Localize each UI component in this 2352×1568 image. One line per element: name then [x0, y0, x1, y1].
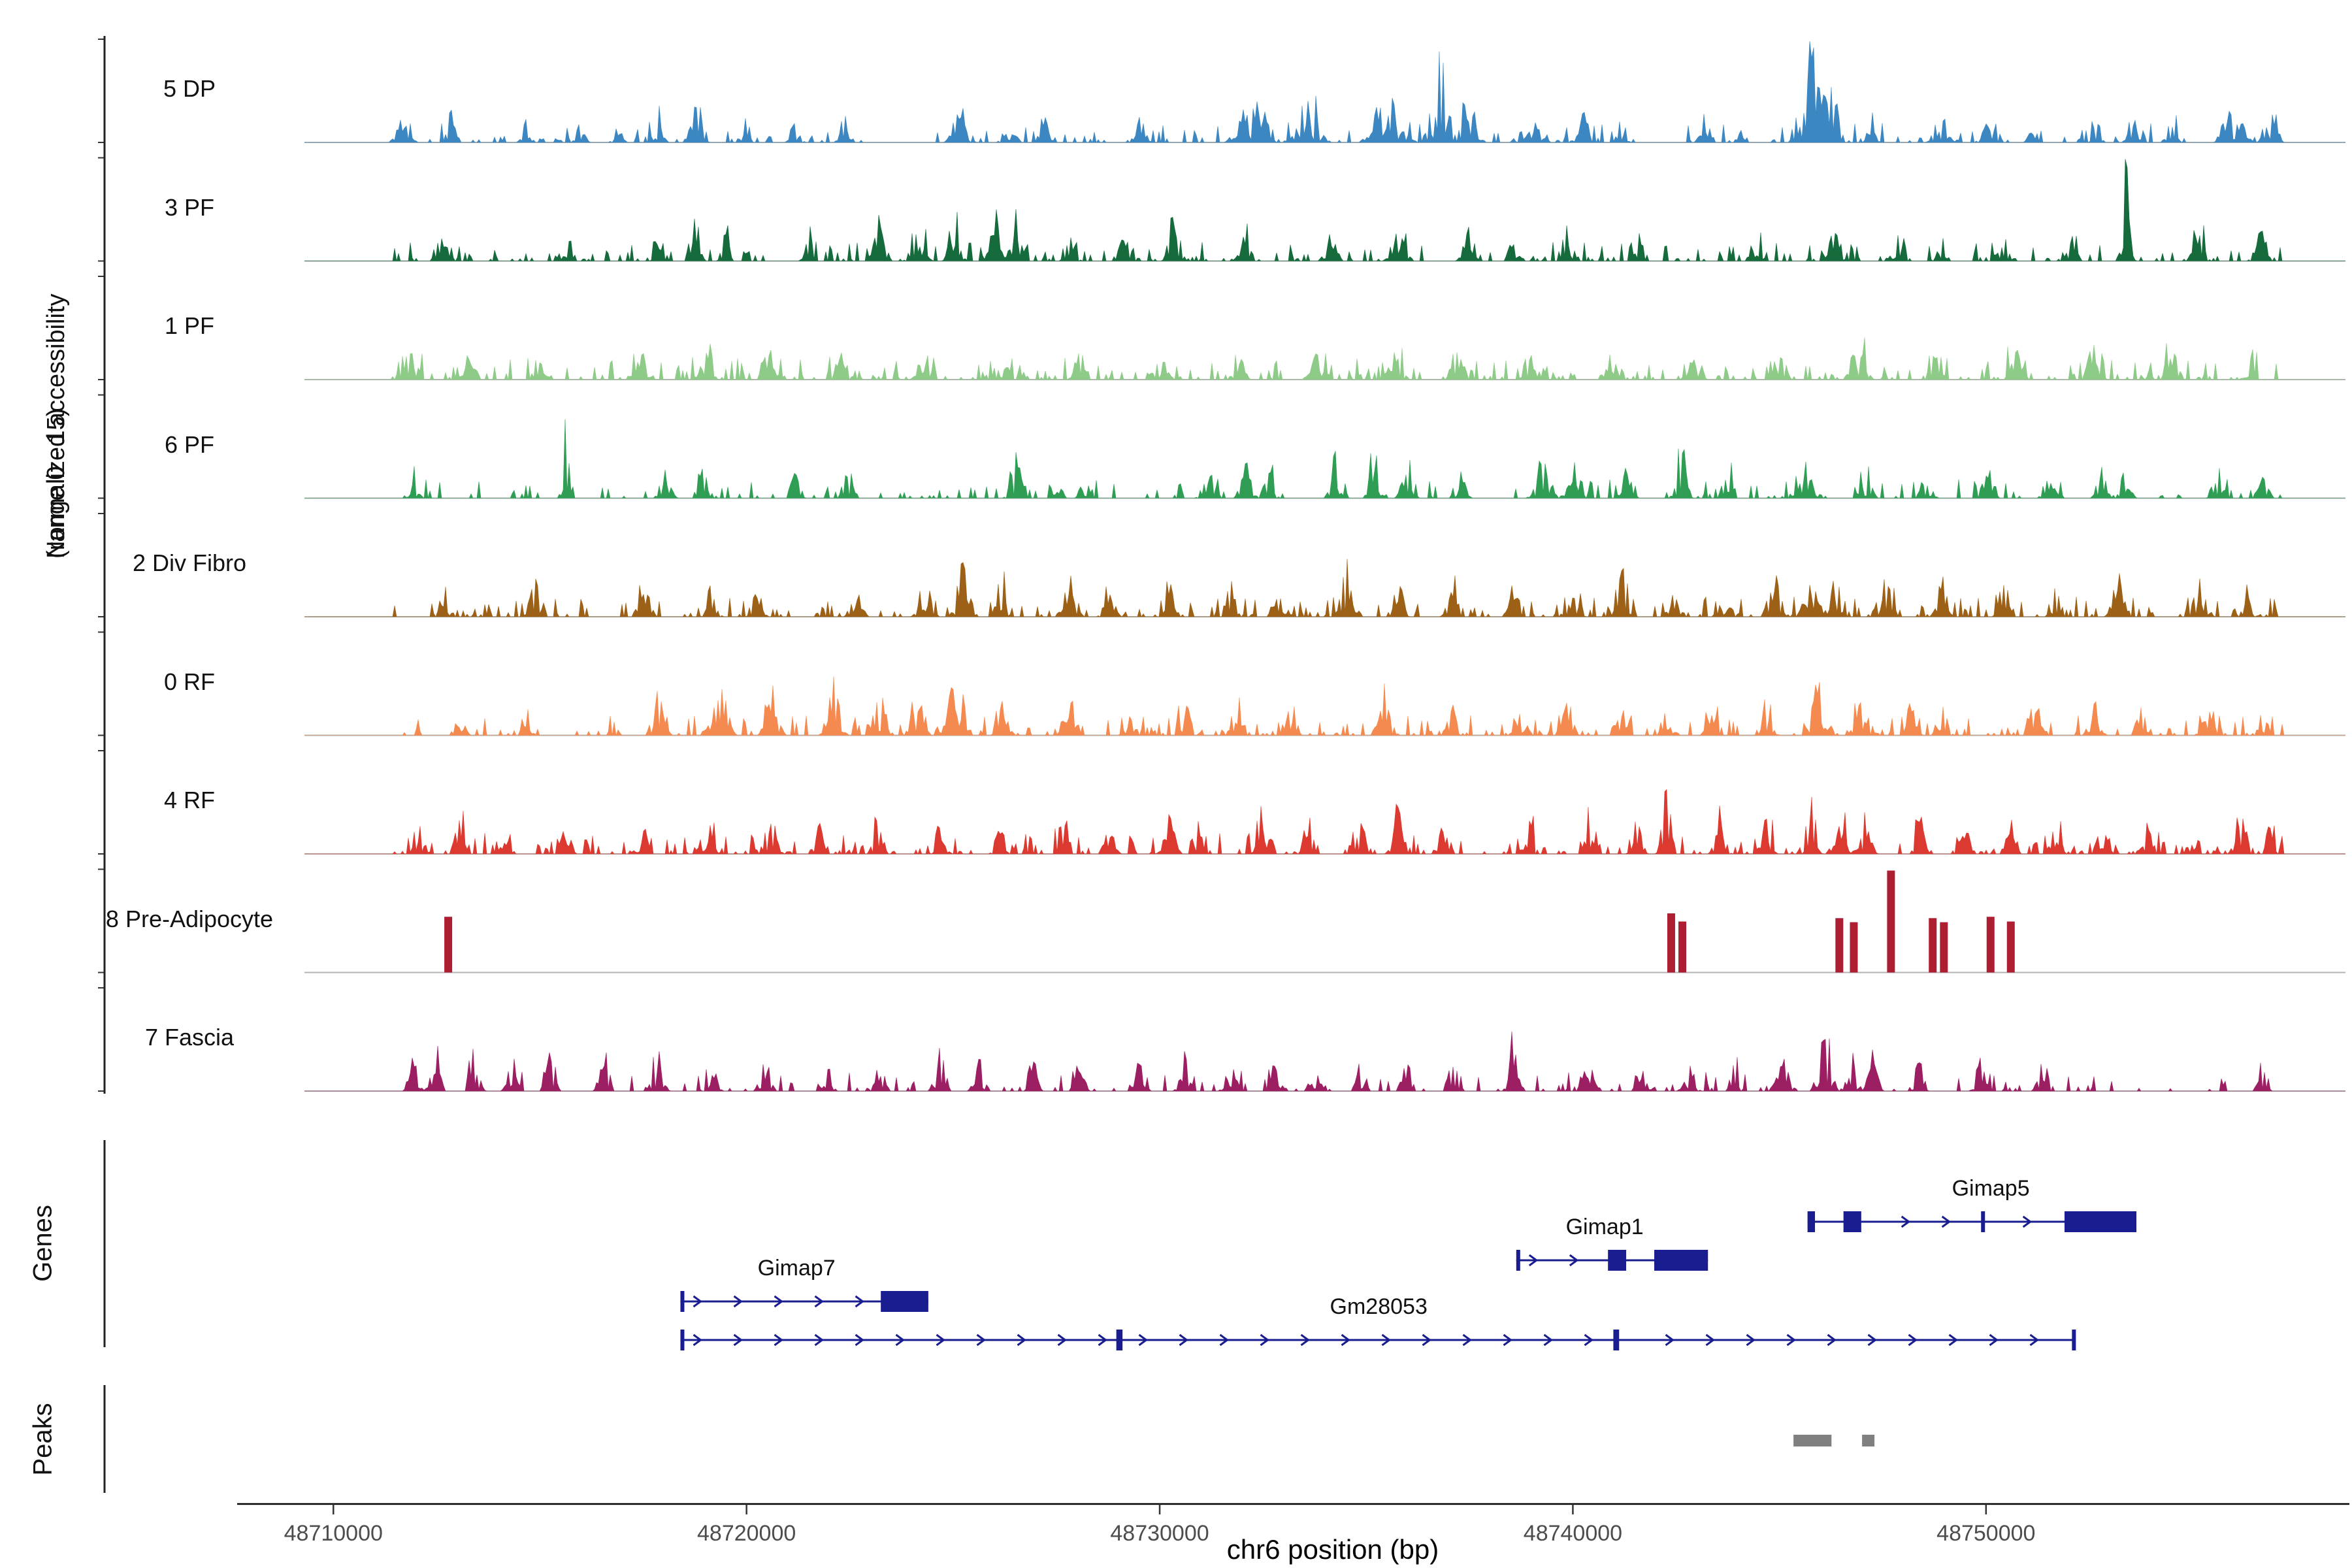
track-label: 5 DP [163, 75, 216, 102]
track-label: 6 PF [164, 431, 215, 458]
exon-box [1516, 1250, 1520, 1271]
exon-box [1807, 1211, 1816, 1232]
strand-arrow-icon [1867, 1333, 1878, 1347]
x-tick-label: 48730000 [1110, 1521, 1209, 1546]
strand-arrow-icon [774, 1295, 784, 1308]
coverage-signal [304, 41, 2345, 144]
strand-arrow-icon [1908, 1333, 1918, 1347]
signal-bar [1678, 921, 1687, 973]
strand-arrow-icon [1584, 1333, 1594, 1347]
track-label: 1 PF [164, 312, 215, 339]
peak-region-box [1793, 1435, 1832, 1446]
signal-bar [444, 917, 453, 973]
strand-arrow-icon [1528, 1254, 1539, 1267]
strand-arrow-icon [855, 1333, 865, 1347]
strand-arrow-icon [1179, 1333, 1189, 1347]
strand-arrow-icon [814, 1295, 825, 1308]
signal-bar [1887, 870, 1895, 973]
exon-box [1608, 1250, 1627, 1271]
coverage-signal [304, 159, 2345, 262]
strand-arrow-icon [1989, 1333, 1999, 1347]
track-label: 8 Pre-Adipocyte [105, 905, 274, 932]
strand-arrow-icon [1462, 1333, 1473, 1347]
exon-box [680, 1291, 685, 1312]
gene-label: Gimap5 [1952, 1176, 2030, 1201]
peaks-section-label: Peaks [28, 1403, 57, 1476]
strand-arrow-icon [1665, 1333, 1675, 1347]
signal-bar [1986, 917, 1995, 973]
strand-arrow-icon [936, 1333, 946, 1347]
track-label: 7 Fascia [144, 1024, 235, 1051]
exon-box [1116, 1330, 1123, 1350]
exon-box [1613, 1330, 1620, 1350]
signal-bar [1940, 922, 1948, 973]
signal-bar [1835, 918, 1844, 973]
coverage-signal [304, 419, 2345, 499]
signal-bar [2006, 921, 2015, 973]
exon-box [1654, 1250, 1708, 1271]
x-axis-title: chr6 position (bp) [1226, 1534, 1439, 1565]
strand-arrow-icon [1219, 1333, 1230, 1347]
coverage-signal [304, 676, 2345, 736]
signal-bar [1929, 918, 1937, 973]
track-label: 4 RF [163, 787, 215, 813]
track-label: 3 PF [164, 193, 215, 221]
strand-arrow-icon [1057, 1333, 1068, 1347]
track-label: 2 Div Fibro [132, 549, 247, 576]
strand-arrow-icon [1786, 1333, 1797, 1347]
genes-section-label: Genes [28, 1205, 57, 1282]
strand-arrow-icon [1827, 1333, 1837, 1347]
coverage-signal [304, 337, 2345, 381]
strand-arrow-icon [1300, 1333, 1311, 1347]
coverage-signal [304, 1031, 2345, 1092]
strand-arrow-icon [2022, 1215, 2033, 1228]
strand-arrow-icon [1341, 1333, 1351, 1347]
strand-arrow-icon [1260, 1333, 1270, 1347]
track-label: 0 RF [163, 668, 215, 695]
strand-arrow-icon [1901, 1215, 1911, 1228]
strand-arrow-icon [855, 1295, 865, 1308]
strand-arrow-icon [1503, 1333, 1513, 1347]
strand-arrow-icon [1543, 1333, 1554, 1347]
strand-arrow-icon [733, 1295, 743, 1308]
strand-arrow-icon [1705, 1333, 1716, 1347]
signal-bar [1850, 922, 1858, 973]
exon-box [1981, 1211, 1985, 1232]
strand-arrow-icon [733, 1333, 743, 1347]
exon-box [2064, 1211, 2137, 1232]
gene-label: Gimap7 [757, 1256, 836, 1281]
coverage-signal [304, 559, 2345, 618]
strand-arrow-icon [1017, 1333, 1027, 1347]
x-tick-label: 48740000 [1523, 1521, 1623, 1546]
strand-arrow-icon [1746, 1333, 1756, 1347]
gene-label: Gm28053 [1330, 1294, 1428, 1319]
gene-label: Gimap1 [1565, 1215, 1644, 1239]
strand-arrow-icon [693, 1295, 703, 1308]
x-tick-label: 48720000 [697, 1521, 796, 1546]
strand-arrow-icon [693, 1333, 703, 1347]
strand-arrow-icon [1422, 1333, 1432, 1347]
peak-region-box [1862, 1435, 1875, 1446]
exon-box [2072, 1330, 2076, 1350]
signal-bar [1667, 913, 1675, 973]
exon-box [1843, 1211, 1861, 1232]
strand-arrow-icon [1948, 1333, 1959, 1347]
strand-arrow-icon [1941, 1215, 1952, 1228]
strand-arrow-icon [814, 1333, 825, 1347]
coverage-signal [304, 789, 2345, 855]
strand-arrow-icon [2029, 1333, 2040, 1347]
strand-arrow-icon [895, 1333, 906, 1347]
strand-arrow-icon [1569, 1254, 1579, 1267]
exon-box [680, 1330, 685, 1350]
strand-arrow-icon [774, 1333, 784, 1347]
exon-box [881, 1291, 928, 1312]
strand-arrow-icon [1138, 1333, 1149, 1347]
strand-arrow-icon [976, 1333, 987, 1347]
strand-arrow-icon [1381, 1333, 1392, 1347]
x-tick-label: 48750000 [1936, 1521, 2036, 1546]
strand-arrow-icon [1098, 1333, 1108, 1347]
x-tick-label: 48710000 [284, 1521, 383, 1546]
